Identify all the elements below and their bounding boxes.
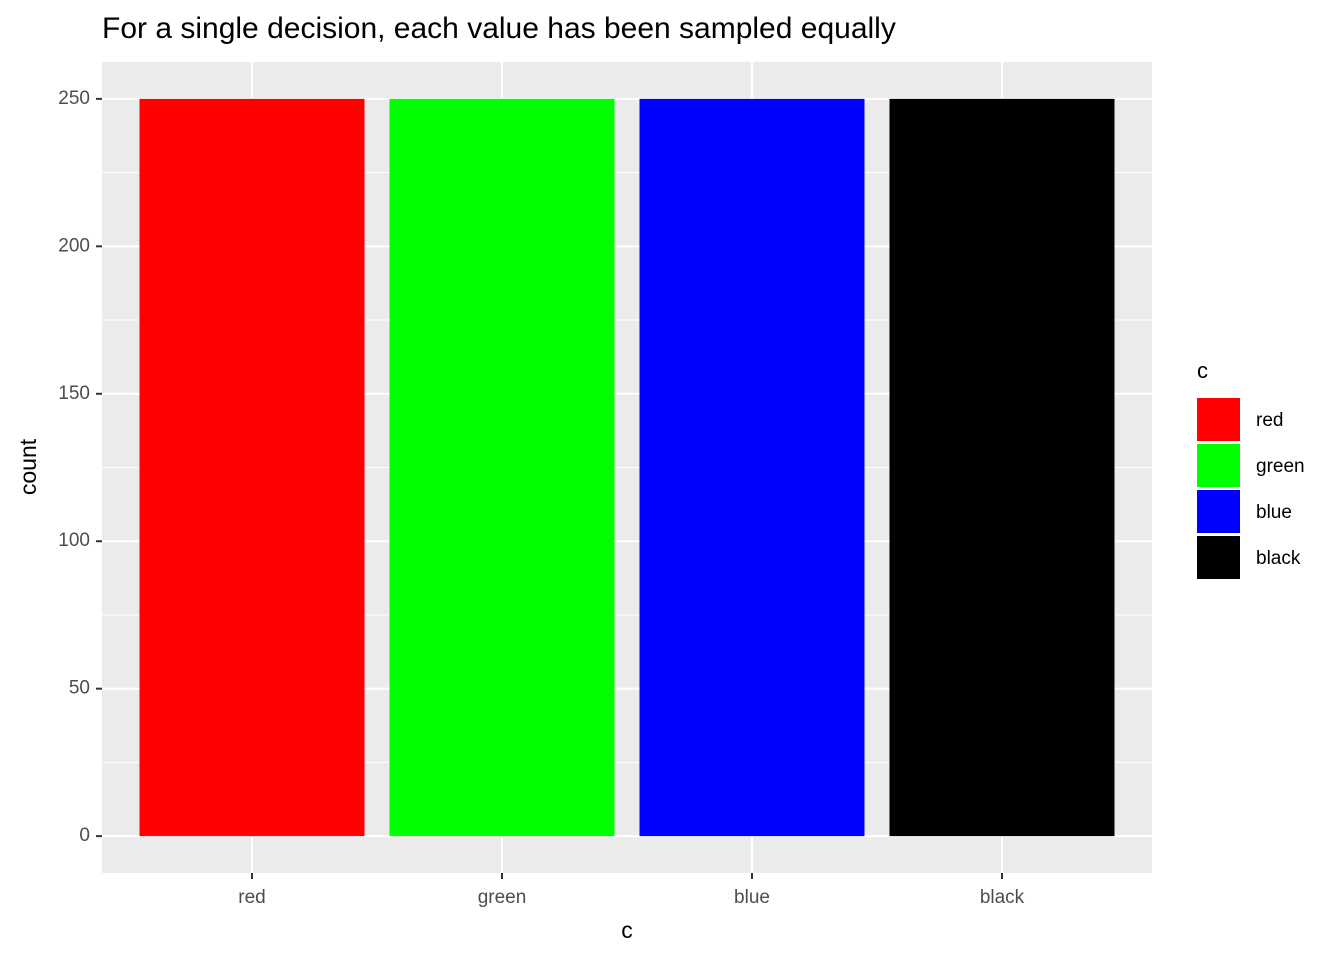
legend-swatch (1197, 490, 1240, 533)
y-axis-label: count (15, 438, 41, 495)
legend-title: c (1197, 358, 1208, 383)
chart-title: For a single decision, each value has be… (102, 12, 896, 45)
bar (889, 98, 1115, 837)
legend-label: red (1256, 410, 1283, 431)
bar (639, 98, 865, 837)
x-tick-label: red (238, 887, 265, 908)
legend-label: blue (1256, 502, 1292, 523)
bar (139, 98, 365, 837)
legend-swatch (1197, 444, 1240, 487)
bar (389, 98, 615, 837)
y-tick-label: 250 (58, 88, 90, 109)
x-tick-label: black (980, 887, 1025, 908)
y-tick-label: 50 (69, 678, 90, 699)
x-tick-label: blue (734, 887, 770, 908)
legend-swatch (1197, 398, 1240, 441)
y-tick-label: 100 (58, 530, 90, 551)
x-tick-label: green (478, 887, 527, 908)
legend-swatch (1197, 536, 1240, 579)
x-axis-label: c (621, 917, 633, 943)
y-tick-label: 200 (58, 235, 90, 256)
legend-label: green (1256, 456, 1305, 477)
y-tick-label: 0 (79, 825, 90, 846)
legend-label: black (1256, 548, 1301, 569)
y-tick-label: 150 (58, 383, 90, 404)
